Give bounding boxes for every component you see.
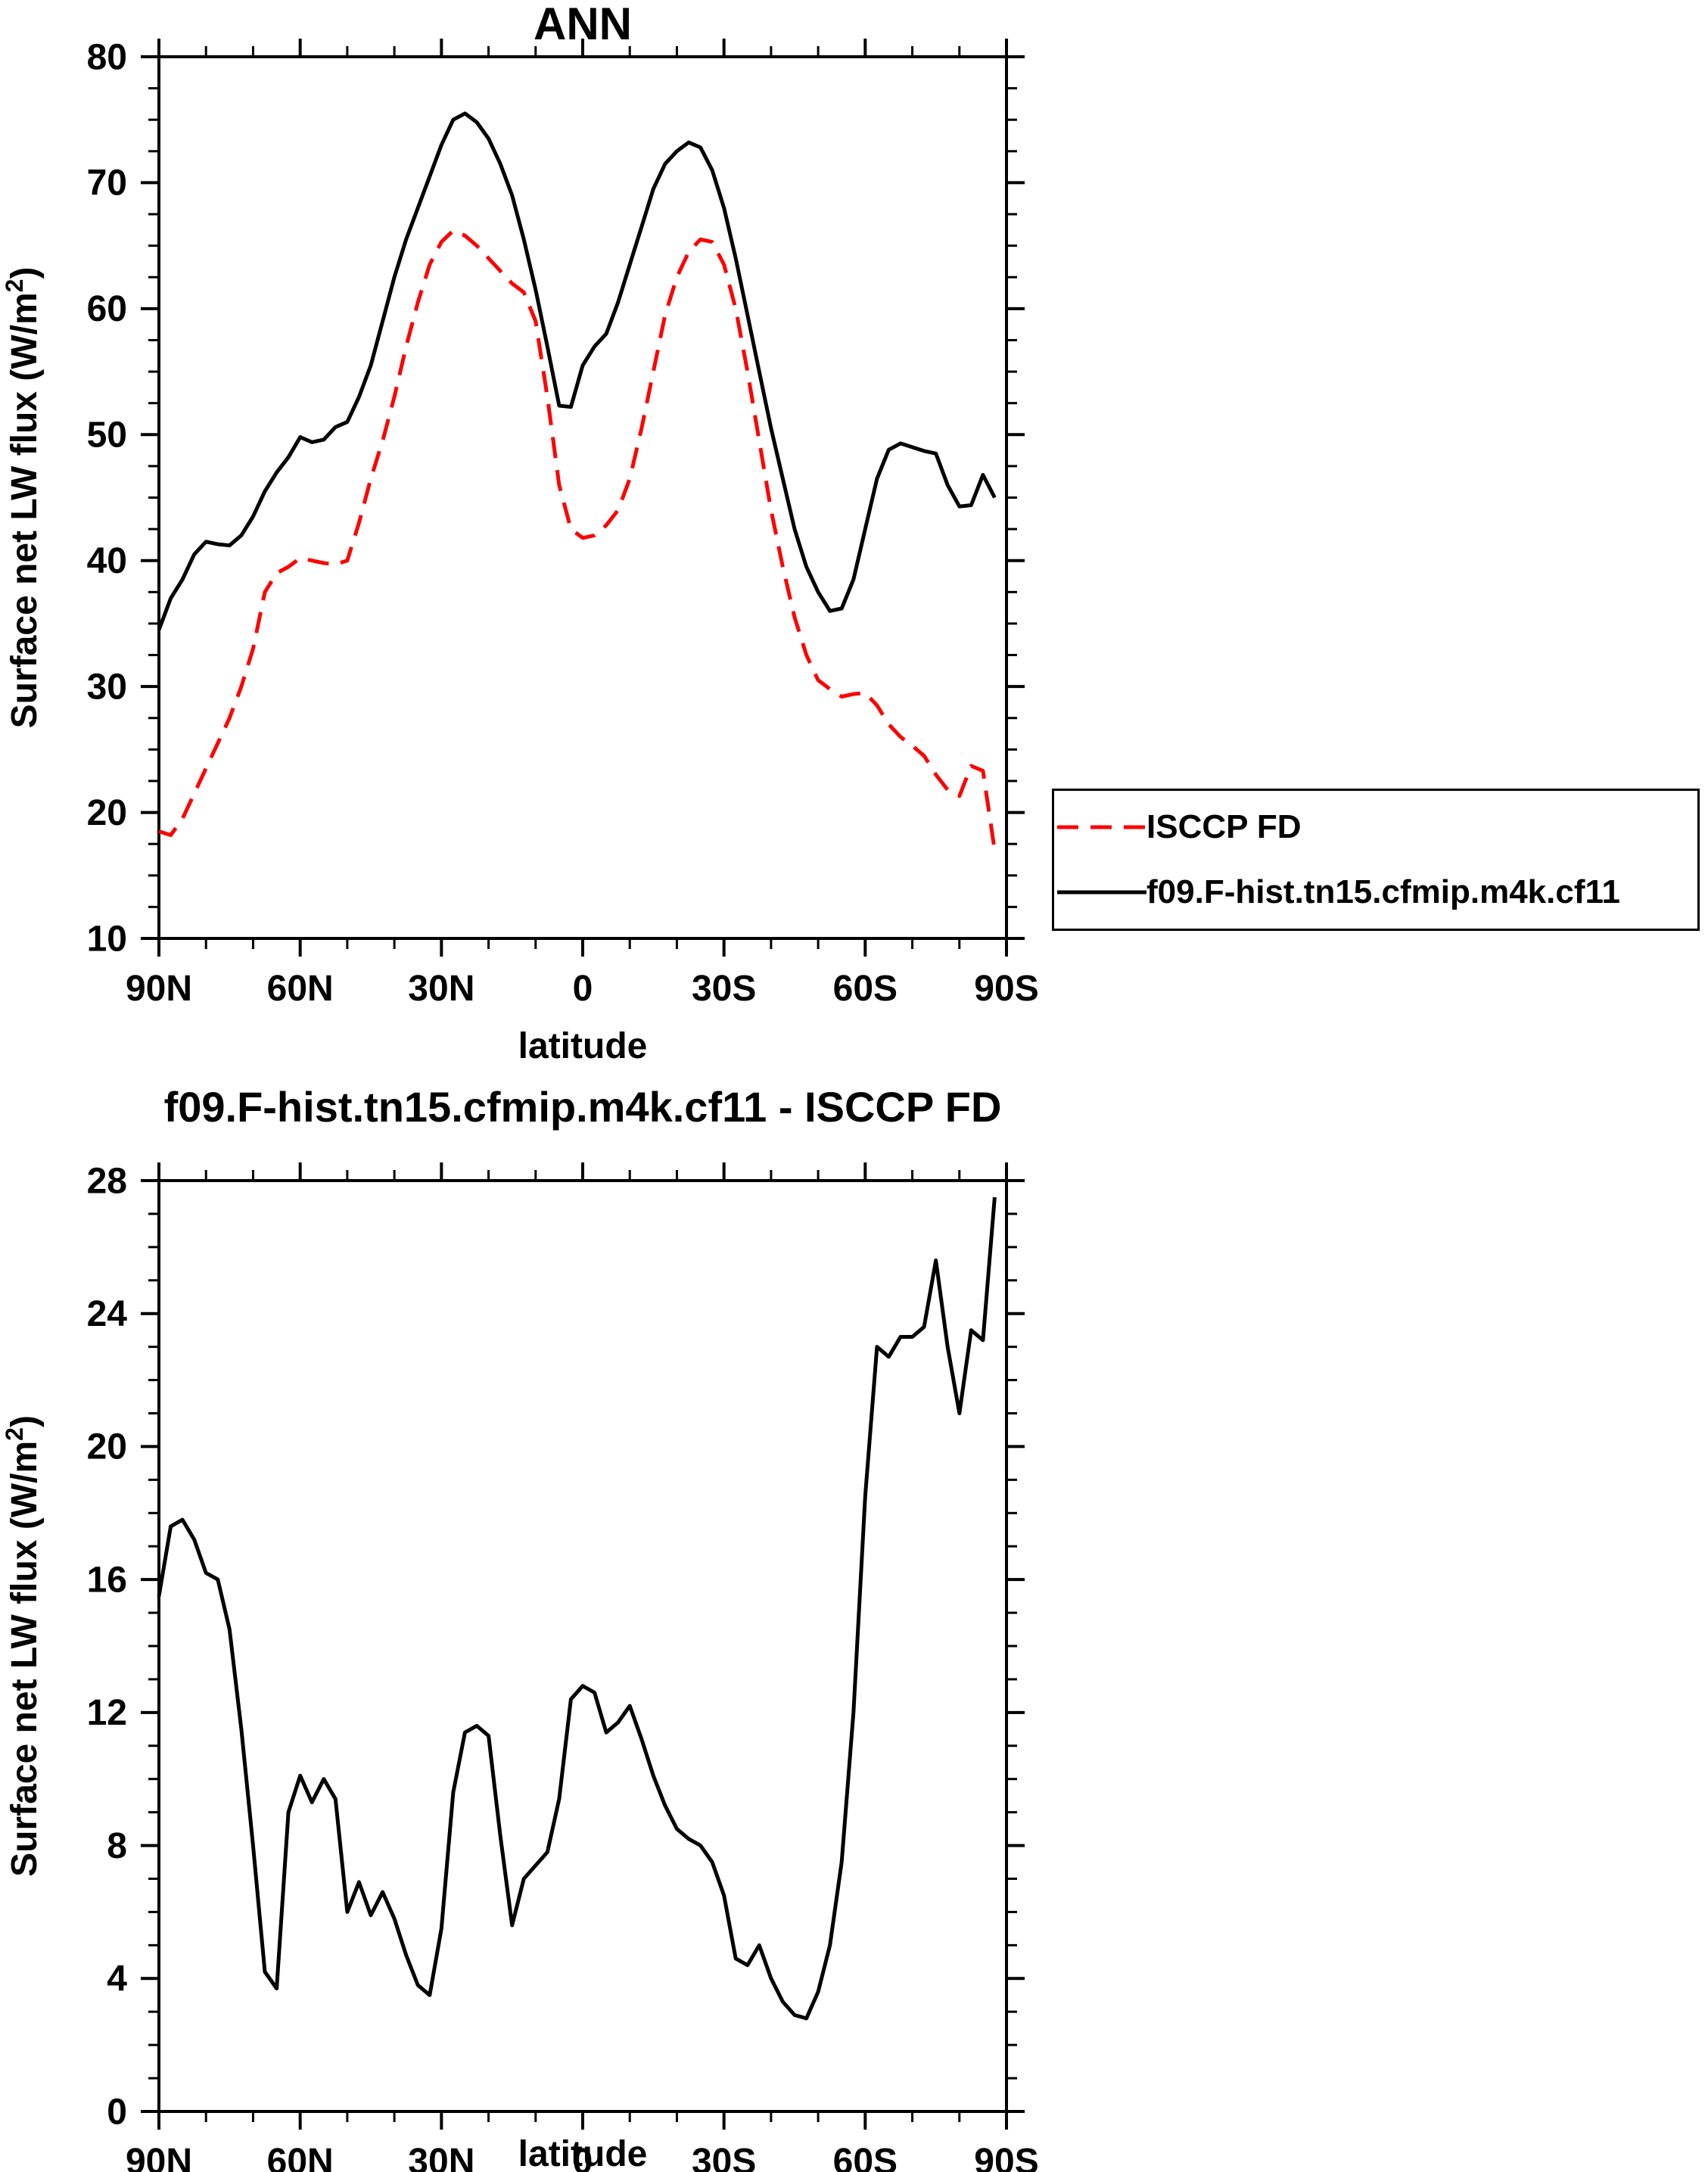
y-tick-label: 10 xyxy=(87,919,127,959)
chart-title: f09.F-hist.tn15.cfmip.m4k.cf11 - ISCCP F… xyxy=(164,1083,1002,1131)
x-tick-label: 60S xyxy=(833,969,898,1009)
legend-line-solid-icon xyxy=(1057,890,1146,895)
x-tick-label: 0 xyxy=(573,2142,593,2172)
y-tick-label: 0 xyxy=(107,2092,127,2132)
y-tick-label: 70 xyxy=(87,163,127,204)
x-tick-label: 30S xyxy=(692,969,756,1009)
series-line-isccp-fd xyxy=(158,229,997,851)
series-line-difference xyxy=(157,1196,997,2021)
y-tick-label: 28 xyxy=(87,1161,127,1201)
legend-line-dashed-icon xyxy=(1057,825,1146,829)
x-tick-label: 60S xyxy=(833,2142,898,2172)
chart-difference: 90N 60N 30N 0 30S 60S 90S 0 4 8 12 16 20 24 28 f09.F-hi… xyxy=(1,1083,1039,2172)
x-axis-label: latitude xyxy=(518,2134,648,2172)
y-tick-label: 20 xyxy=(87,793,127,833)
x-tick-label: 90N xyxy=(126,2142,192,2172)
y-tick-label: 40 xyxy=(87,541,127,581)
y-tick-label: 16 xyxy=(87,1560,127,1600)
chart-title: ANN xyxy=(534,0,632,49)
y-tick-label: 8 xyxy=(107,1826,127,1866)
x-tick-label: 0 xyxy=(573,969,593,1009)
plot-area: 90N 60N 30N 0 30S 60S 90S 0 4 8 12 16 20 24 28 f09.F-hi… xyxy=(1,1083,1039,2172)
plot-frame xyxy=(157,1179,1008,2113)
y-tick-label: 4 xyxy=(107,1959,127,1999)
y-tick-label: 20 xyxy=(87,1427,127,1467)
x-tick-label: 30S xyxy=(692,2142,756,2172)
y-tick-label: 30 xyxy=(87,667,127,707)
y-tick-label: 12 xyxy=(87,1693,127,1733)
x-tick-label: 90S xyxy=(974,2142,1038,2172)
x-axis-label: latitude xyxy=(518,1026,648,1066)
legend-item: ISCCP FD xyxy=(1054,808,1697,846)
tick-marks xyxy=(141,39,1025,957)
x-tick-label: 90S xyxy=(974,969,1038,1009)
legend-label-model: f09.F-hist.tn15.cfmip.m4k.cf11 xyxy=(1146,873,1620,910)
y-tick-label: 24 xyxy=(87,1294,128,1334)
legend: ISCCP FD f09.F-hist.tn15.cfmip.m4k.cf11 xyxy=(1052,789,1700,931)
x-tick-label: 30N xyxy=(408,969,474,1009)
plot-area: 90N 60N 30N 0 30S 60S 90S 10 20 30 40 50 60 70 80 ANN la… xyxy=(1,0,1039,1066)
y-axis-label: Surface net LW flux (W/m2) xyxy=(1,1415,45,1877)
legend-label-isccp: ISCCP FD xyxy=(1146,808,1302,845)
x-tick-label: 90N xyxy=(126,969,192,1009)
tick-marks xyxy=(141,1162,1025,2130)
y-tick-label: 60 xyxy=(87,289,127,329)
y-tick-label: 50 xyxy=(87,415,127,456)
plot-frame xyxy=(157,55,1008,940)
y-tick-label: 80 xyxy=(87,37,127,77)
legend-item: f09.F-hist.tn15.cfmip.m4k.cf11 xyxy=(1054,873,1697,911)
x-tick-label: 30N xyxy=(408,2142,474,2172)
y-axis-label: Surface net LW flux (W/m2) xyxy=(1,267,45,729)
x-tick-label: 60N xyxy=(267,969,334,1009)
series-line-model xyxy=(157,111,997,631)
x-tick-label: 60N xyxy=(267,2142,334,2172)
chart-ann: 90N 60N 30N 0 30S 60S 90S 10 20 30 40 50 60 70 80 ANN la… xyxy=(1,0,1039,1066)
